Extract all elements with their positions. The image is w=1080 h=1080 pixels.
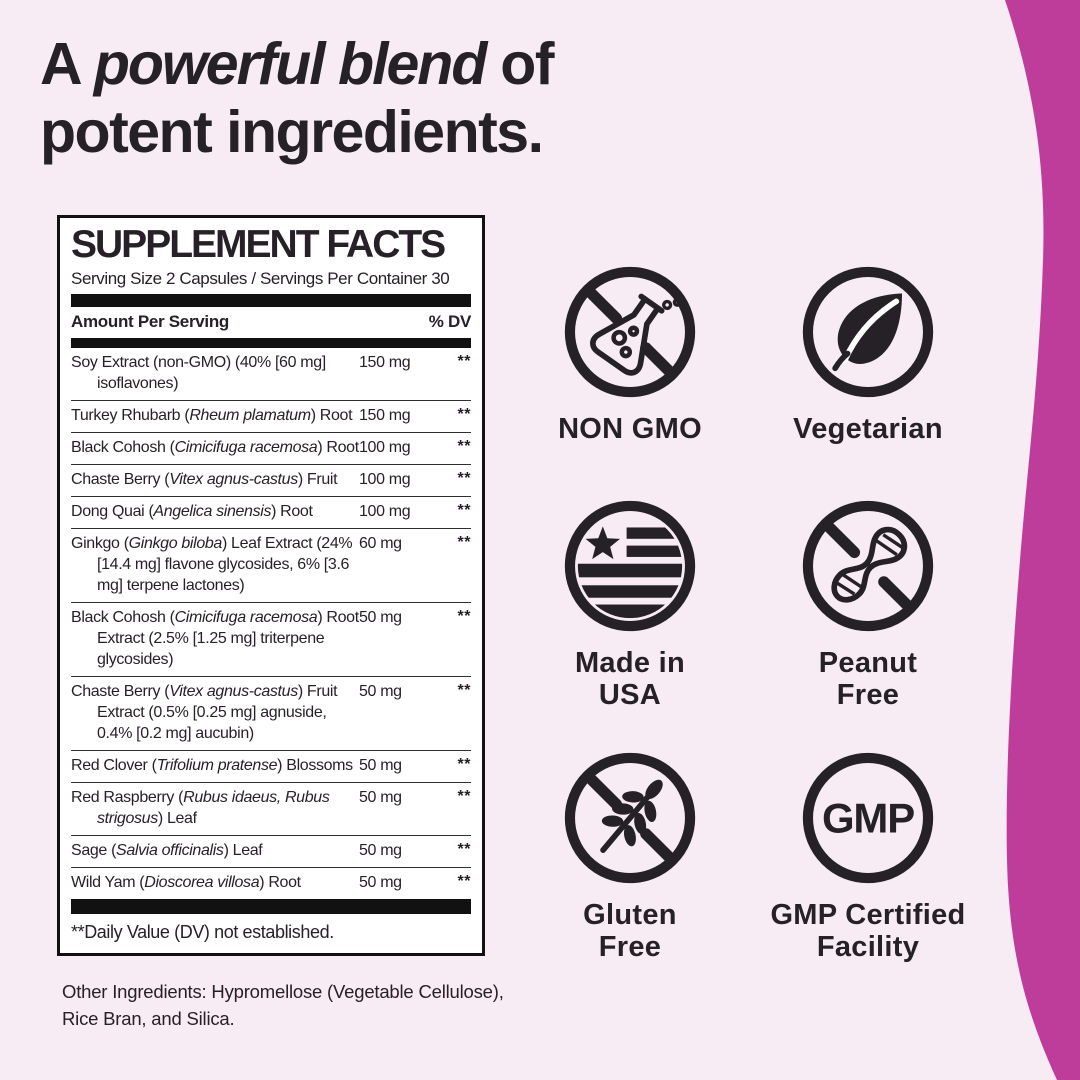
ingredient-dv: **	[457, 534, 471, 551]
ingredient-amount: 50 mg	[359, 842, 402, 859]
table-row: Red Raspberry (Rubus idaeus, Rubus strig…	[71, 782, 471, 835]
ingredient-amount: 50 mg	[359, 789, 402, 806]
ingredient-name: Turkey Rhubarb (Rheum plamatum) Root	[71, 407, 353, 424]
table-row: Chaste Berry (Vitex agnus-castus) Fruit …	[71, 676, 471, 750]
ingredient-name: Ginkgo (Ginkgo biloba) Leaf Extract (24%…	[71, 535, 353, 594]
ingredient-name: Soy Extract (non-GMO) (40% [60 mg] isofl…	[71, 354, 326, 392]
ingredient-dv: **	[457, 406, 471, 423]
serving-info: Serving Size 2 Capsules / Servings Per C…	[71, 269, 450, 288]
badge-peanut-free: Peanut Free	[758, 498, 978, 711]
headline-line2: potent ingredients.	[40, 99, 544, 165]
badge-label: Gluten Free	[583, 899, 677, 963]
ingredient-dv: **	[457, 502, 471, 519]
leaf-icon	[802, 266, 934, 398]
ingredient-name: Red Raspberry (Rubus idaeus, Rubus strig…	[71, 789, 330, 827]
badge-vegetarian: Vegetarian	[758, 264, 978, 445]
table-row: Soy Extract (non-GMO) (40% [60 mg] isofl…	[71, 348, 471, 400]
divider-bar-top	[71, 294, 471, 307]
dv-footnote: **Daily Value (DV) not established.	[71, 922, 334, 942]
ingredient-name: Chaste Berry (Vitex agnus-castus) Fruit	[71, 471, 338, 488]
column-header-amount: Amount Per Serving	[71, 312, 230, 331]
badge-non-gmo: NON GMO	[520, 264, 740, 445]
badge-label: Peanut Free	[818, 647, 918, 711]
no-peanut-icon	[802, 500, 934, 632]
ingredient-dv: **	[457, 756, 471, 773]
ingredient-dv: **	[457, 682, 471, 699]
ingredient-amount: 150 mg	[359, 354, 411, 371]
table-row: Ginkgo (Ginkgo biloba) Leaf Extract (24%…	[71, 528, 471, 602]
ingredient-name: Chaste Berry (Vitex agnus-castus) Fruit …	[71, 683, 338, 742]
gmp-circle-icon: GMP	[802, 752, 934, 884]
table-row: Dong Quai (Angelica sinensis) Root 100 mg…	[71, 496, 471, 528]
badge-label: GMP Certified Facility	[770, 899, 966, 963]
ingredient-amount: 100 mg	[359, 471, 411, 488]
table-row: Chaste Berry (Vitex agnus-castus) Fruit 1…	[71, 464, 471, 496]
ingredient-amount: 100 mg	[359, 503, 411, 520]
ingredient-dv: **	[457, 841, 471, 858]
ingredient-name: Black Cohosh (Cimicifuga racemosa) Root …	[71, 609, 359, 668]
other-ingredients: Other Ingredients: Hypromellose (Vegetab…	[62, 981, 504, 1029]
ingredient-amount: 60 mg	[359, 535, 402, 552]
badge-label: Vegetarian	[793, 413, 943, 445]
badge-label: Made in USA	[574, 647, 686, 711]
gmp-icon-text: GMP	[822, 795, 914, 842]
table-row: Turkey Rhubarb (Rheum plamatum) Root 150 …	[71, 400, 471, 432]
ingredient-amount: 150 mg	[359, 407, 411, 424]
badge-label: NON GMO	[558, 413, 702, 445]
badge-made-in-usa: Made in USA	[520, 498, 740, 711]
ingredient-dv: **	[457, 608, 471, 625]
table-row: Wild Yam (Dioscorea villosa) Root 50 mg **	[71, 867, 471, 899]
divider-bar-bottom	[71, 899, 471, 914]
badge-gluten-free: Gluten Free	[520, 750, 740, 963]
table-row: Red Clover (Trifolium pratense) Blossoms…	[71, 750, 471, 782]
ingredient-name: Wild Yam (Dioscorea villosa) Root	[71, 874, 301, 891]
supplement-facts-panel: SUPPLEMENT FACTS Serving Size 2 Capsules…	[57, 215, 485, 956]
ingredient-dv: **	[457, 788, 471, 805]
table-row: Sage (Salvia officinalis) Leaf 50 mg **	[71, 835, 471, 867]
ingredient-name: Sage (Salvia officinalis) Leaf	[71, 842, 263, 859]
page-title: A powerful blend of potent ingredients.	[40, 30, 800, 166]
ingredient-name: Black Cohosh (Cimicifuga racemosa) Root	[71, 439, 359, 456]
ingredient-name: Red Clover (Trifolium pratense) Blossoms	[71, 757, 353, 774]
ingredient-dv: **	[457, 873, 471, 890]
divider-bar-header	[71, 338, 471, 348]
badge-gmp-certified: GMP GMP Certified Facility	[758, 750, 978, 963]
headline-line1: A powerful blend of	[40, 31, 554, 97]
ingredient-name: Dong Quai (Angelica sinensis) Root	[71, 503, 313, 520]
ingredient-amount: 50 mg	[359, 609, 402, 626]
table-row: Black Cohosh (Cimicifuga racemosa) Root …	[71, 602, 471, 676]
ingredient-dv: **	[457, 470, 471, 487]
ingredient-dv: **	[457, 353, 471, 370]
ingredient-amount: 50 mg	[359, 683, 402, 700]
headline-emphasis: powerful blend	[93, 31, 488, 97]
table-row: Black Cohosh (Cimicifuga racemosa) Root 1…	[71, 432, 471, 464]
panel-title: SUPPLEMENT FACTS	[71, 223, 446, 266]
ingredient-dv: **	[457, 438, 471, 455]
column-header-dv: % DV	[428, 312, 472, 331]
no-flask-icon	[564, 266, 696, 398]
ingredient-amount: 100 mg	[359, 439, 411, 456]
column-header-row: Amount Per Serving % DV	[71, 307, 471, 338]
ingredient-amount: 50 mg	[359, 757, 402, 774]
facts-rows: Soy Extract (non-GMO) (40% [60 mg] isofl…	[71, 348, 471, 899]
made-in-usa-flag-icon	[564, 500, 696, 632]
no-wheat-icon	[564, 752, 696, 884]
ingredient-amount: 50 mg	[359, 874, 402, 891]
